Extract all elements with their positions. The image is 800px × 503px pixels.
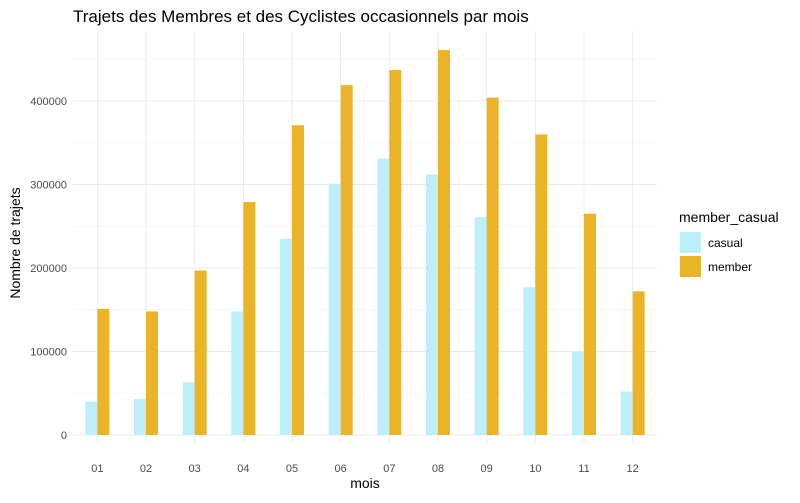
bar-member [535,134,548,435]
legend-title: member_casual [679,209,779,225]
y-tick-label: 0 [61,430,67,442]
bar-casual [328,183,341,435]
bar-member [243,202,256,435]
bar-member [438,50,450,435]
bar-member [340,85,353,435]
bar-casual [134,399,146,435]
bar-member [97,308,110,435]
legend-items: casual member [680,232,752,277]
bars [85,50,645,436]
x-tick-label: 11 [578,463,589,475]
x-tick-label: 05 [286,463,298,475]
x-tick-label: 08 [432,463,444,475]
x-axis-label: mois [350,475,380,491]
bar-casual [620,391,633,435]
x-tick-label: 04 [237,463,249,475]
legend: member_casual casual member [679,209,779,277]
x-tick-label: 10 [529,463,541,475]
x-tick-label: 07 [383,463,395,475]
bar-casual [377,158,390,436]
y-tick-label: 100000 [30,347,67,359]
bar-member [584,213,596,435]
x-axis-ticks: 01 02 03 04 05 06 07 08 09 10 11 12 [91,463,639,475]
x-tick-label: 01 [91,463,103,475]
y-tick-label: 200000 [30,263,67,275]
bar-member [194,270,207,435]
bar-casual [572,351,584,435]
x-tick-label: 09 [481,463,493,475]
chart-title: Trajets des Membres et des Cyclistes occ… [73,7,529,26]
legend-swatch-casual [680,232,701,253]
bar-member [389,70,402,435]
y-axis-ticks: 0 100000 200000 300000 400000 [30,96,67,442]
bar-member [146,311,158,435]
bar-casual [426,174,438,436]
y-axis-label: Nombre de trajets [7,187,23,298]
legend-label-member: member [708,260,752,274]
bar-casual [231,311,244,435]
x-tick-label: 03 [189,463,201,475]
x-tick-label: 12 [627,463,639,475]
x-tick-label: 06 [335,463,347,475]
y-tick-label: 300000 [30,180,67,192]
bar-casual [182,382,195,435]
bar-casual [474,217,487,435]
bar-casual [523,287,536,435]
grid-lines [73,31,657,443]
bar-casual [280,238,292,435]
bar-member [632,291,645,435]
bar-member [486,97,499,435]
y-tick-label: 400000 [30,96,67,108]
bar-casual [85,401,98,435]
legend-label-casual: casual [708,236,743,250]
x-tick-label: 02 [140,463,152,475]
bar-member [292,125,304,435]
legend-swatch-member [680,256,701,277]
